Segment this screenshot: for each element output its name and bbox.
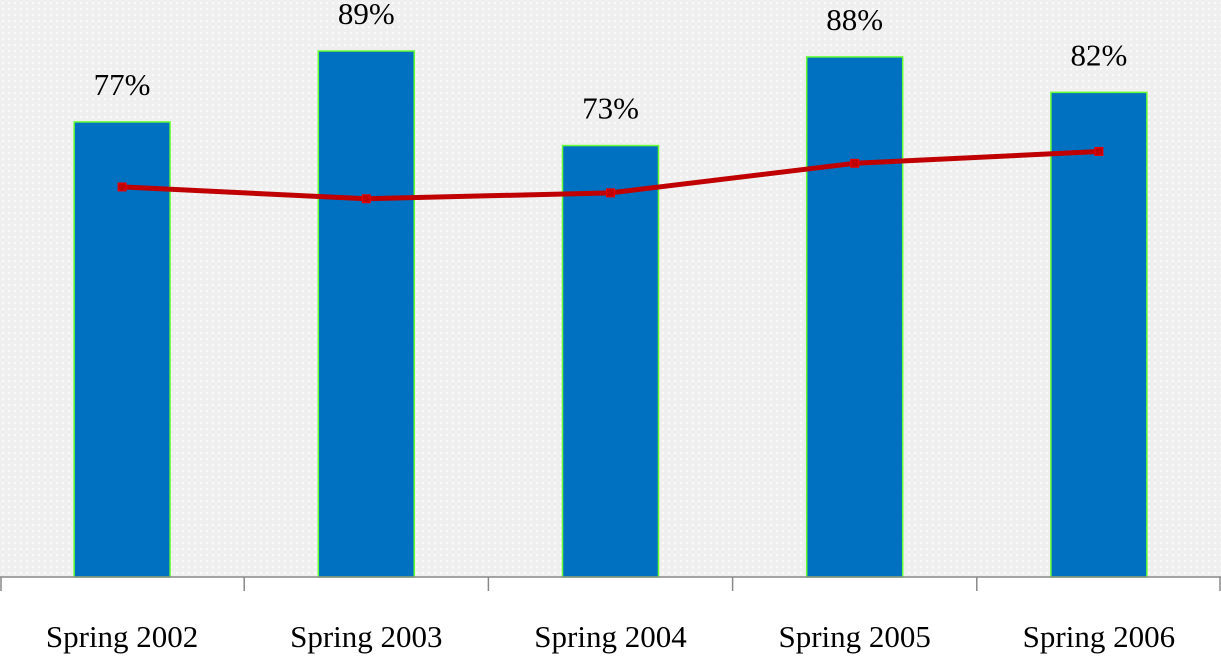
x-tick-label: Spring 2002 — [46, 619, 198, 654]
line-marker — [117, 182, 127, 192]
bar — [317, 50, 416, 578]
data-label: 73% — [582, 91, 639, 126]
x-tick-label: Spring 2006 — [1023, 619, 1175, 654]
line-marker — [1094, 146, 1104, 156]
bar — [561, 144, 660, 578]
line-marker — [606, 188, 615, 198]
data-label: 88% — [826, 2, 883, 37]
data-label: 77% — [94, 67, 151, 102]
line-marker — [361, 194, 371, 204]
bar — [1050, 91, 1148, 578]
data-label: 89% — [338, 0, 395, 31]
x-tick-label: Spring 2005 — [778, 619, 930, 654]
line-marker — [850, 158, 860, 168]
data-label: 82% — [1070, 37, 1127, 72]
x-tick-label: Spring 2004 — [534, 619, 687, 654]
x-tick-label: Spring 2003 — [290, 619, 442, 654]
bar — [73, 121, 171, 578]
bar — [805, 56, 904, 578]
